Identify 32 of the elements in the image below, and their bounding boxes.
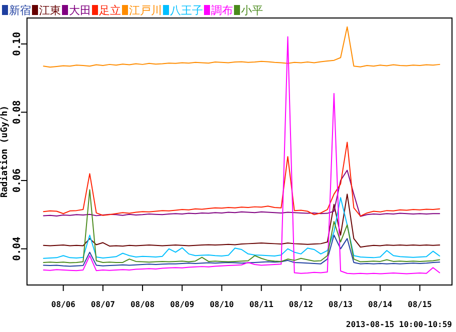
line-series	[43, 189, 440, 264]
x-tick-label: 08/06	[51, 300, 76, 309]
x-tick-label: 08/09	[170, 300, 194, 309]
line-series	[43, 36, 440, 274]
legend-label: 調布	[211, 4, 233, 17]
text: 2013-08-15 10:00-10:59	[346, 320, 452, 329]
line-series	[43, 170, 440, 217]
legend-label: 八王子	[170, 4, 203, 17]
x-tick-label: 08/14	[368, 300, 392, 309]
legend-label: 江東	[39, 4, 61, 17]
line-series	[43, 197, 440, 259]
legend-label: 大田	[69, 4, 91, 17]
legend-label: 新宿	[9, 4, 31, 17]
y-tick-label: 0.06	[12, 168, 23, 193]
y-tick-label: 0.10	[12, 32, 23, 56]
line-series	[43, 142, 440, 217]
line-series	[43, 234, 440, 267]
line-series	[43, 26, 440, 68]
y-tick-label: 0.04	[12, 236, 23, 261]
x-tick-label: 08/08	[130, 300, 155, 309]
legend-label: 江戸川	[129, 4, 162, 17]
x-tick-label: 08/10	[210, 300, 234, 309]
y-axis-title: Radiation (uGy/h)	[0, 105, 10, 198]
x-tick-label: 08/07	[90, 300, 116, 309]
legend-label: 足立	[99, 4, 121, 17]
x-tick-label: 08/12	[288, 300, 314, 309]
x-tick-label: 08/11	[249, 300, 274, 309]
x-tick-label: 08/15	[408, 300, 432, 309]
line-series	[43, 194, 440, 248]
x-tick-label: 08/13	[328, 300, 353, 309]
legend-label: 小平	[241, 4, 263, 17]
y-tick-label: 0.08	[12, 100, 23, 124]
